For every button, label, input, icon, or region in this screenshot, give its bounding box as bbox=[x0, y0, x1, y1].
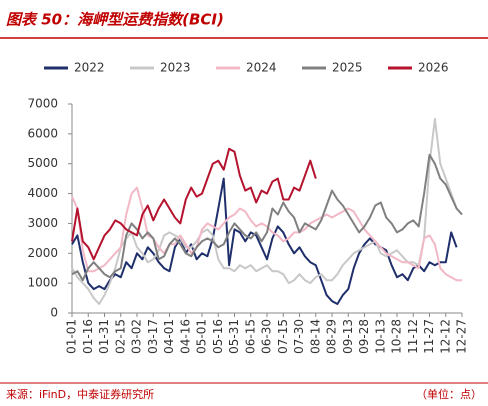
legend-label: 2022 bbox=[74, 61, 105, 75]
x-tick-label: 03-02 bbox=[130, 319, 144, 354]
series-line bbox=[71, 117, 463, 305]
x-tick-label: 09-28 bbox=[357, 319, 371, 354]
y-tick-label: 2000 bbox=[27, 246, 58, 260]
legend-label: 2025 bbox=[332, 61, 363, 75]
x-tick-label: 11-27 bbox=[422, 319, 436, 354]
y-tick-label: 3000 bbox=[27, 216, 58, 230]
x-tick-label: 09-13 bbox=[341, 319, 355, 354]
x-tick-label: 01-31 bbox=[97, 319, 111, 354]
y-tick-label: 4000 bbox=[27, 186, 58, 200]
series-line bbox=[71, 147, 317, 261]
legend-label: 2023 bbox=[160, 61, 191, 75]
y-tick-label: 7000 bbox=[27, 97, 58, 111]
x-tick-label: 04-16 bbox=[178, 319, 192, 354]
x-tick-label: 02-15 bbox=[113, 319, 127, 354]
x-tick-label: 05-16 bbox=[211, 319, 225, 354]
x-tick-label: 07-15 bbox=[276, 319, 290, 354]
y-tick-label: 0 bbox=[50, 306, 58, 320]
source: 来源：iFinD，中泰证券研究所 bbox=[6, 387, 154, 401]
x-tick-label: 01-16 bbox=[81, 319, 95, 354]
x-tick-label: 03-17 bbox=[146, 319, 160, 354]
series-line bbox=[71, 153, 463, 282]
x-tick-label: 05-01 bbox=[195, 319, 209, 354]
unit-note: （单位：点） bbox=[416, 387, 482, 401]
x-tick-label: 10-13 bbox=[373, 319, 387, 354]
x-tick-label: 08-14 bbox=[308, 319, 322, 354]
series-line bbox=[71, 186, 462, 282]
x-tick-label: 07-30 bbox=[292, 319, 306, 354]
legend-label: 2024 bbox=[246, 61, 277, 75]
x-tick-label: 04-01 bbox=[162, 319, 176, 354]
x-tick-label: 11-12 bbox=[406, 319, 420, 354]
chart-title: 图表 50：海岬型运费指数(BCI) bbox=[6, 11, 224, 29]
y-tick-label: 6000 bbox=[27, 126, 58, 140]
y-tick-label: 1000 bbox=[27, 276, 58, 290]
legend-label: 2026 bbox=[418, 61, 449, 75]
y-tick-label: 5000 bbox=[27, 156, 58, 170]
x-tick-label: 10-28 bbox=[390, 319, 404, 354]
x-tick-label: 01-01 bbox=[65, 319, 79, 354]
x-tick-label: 12-27 bbox=[455, 319, 469, 354]
x-tick-label: 06-15 bbox=[243, 319, 257, 354]
x-tick-label: 05-31 bbox=[227, 319, 241, 354]
x-tick-label: 08-29 bbox=[325, 319, 339, 354]
x-tick-label: 06-30 bbox=[260, 319, 274, 354]
x-tick-label: 12-12 bbox=[438, 319, 452, 354]
series-line bbox=[71, 177, 458, 305]
